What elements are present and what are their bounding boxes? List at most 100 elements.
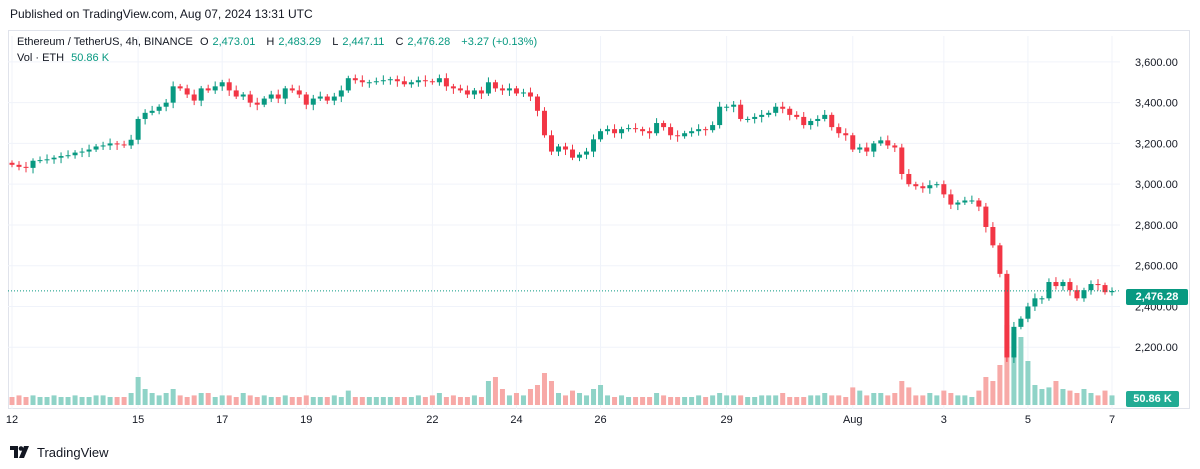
candle-body	[976, 200, 982, 207]
volume-legend: Vol · ETH 50.86 K	[17, 52, 113, 64]
candle-body	[310, 98, 316, 105]
candle-body	[612, 129, 618, 134]
volume-bar	[1004, 325, 1010, 405]
candle-body	[51, 157, 57, 160]
candle-body	[58, 156, 64, 158]
volume-bar	[282, 395, 288, 405]
volume-bar	[983, 377, 989, 405]
volume-bar	[829, 395, 835, 405]
volume-bar	[759, 395, 765, 405]
low-value: L 2,447.11	[332, 36, 385, 48]
volume-bar	[548, 381, 554, 405]
volume-bar	[478, 397, 484, 405]
volume-bar	[605, 395, 611, 405]
volume-bar	[240, 393, 246, 405]
volume-bar	[934, 395, 940, 405]
candle-body	[752, 116, 758, 119]
candle-body	[1081, 290, 1087, 299]
candle-body	[934, 184, 940, 186]
symbol-label[interactable]: Ethereum / TetherUS, 4h, BINANCE	[17, 36, 193, 48]
volume-bar	[513, 393, 519, 405]
candle-body	[1095, 284, 1101, 286]
volume-bar	[324, 397, 330, 405]
volume-bar	[415, 395, 421, 405]
candle-body	[107, 143, 113, 146]
volume-bar	[296, 397, 302, 405]
last-price-tag: 2,476.28	[1126, 289, 1188, 305]
candle-body	[352, 78, 358, 81]
candle-body	[885, 140, 891, 146]
candle-body	[1011, 326, 1017, 358]
candle-body	[16, 164, 22, 167]
volume-bar	[149, 393, 155, 405]
candle-body	[640, 129, 646, 132]
volume-bar	[100, 395, 106, 405]
volume-bar	[9, 397, 15, 405]
volume-bar	[878, 393, 884, 405]
volume-bar	[955, 395, 961, 405]
volume-bar	[345, 390, 351, 405]
volume-bar	[520, 395, 526, 405]
volume-bar	[1011, 333, 1017, 405]
candle-body	[79, 151, 85, 153]
close-value: C 2,476.28	[395, 36, 451, 48]
volume-label[interactable]: Vol · ETH	[17, 52, 65, 64]
volume-bar	[647, 397, 653, 405]
volume-bar	[135, 377, 141, 405]
volume-bar	[948, 393, 954, 405]
volume-bar	[1060, 389, 1066, 405]
volume-bar	[591, 389, 597, 405]
volume-bar	[1018, 337, 1024, 405]
volume-bar	[661, 395, 667, 405]
candle-body	[1025, 306, 1031, 319]
volume-bar	[1095, 395, 1101, 405]
volume-bar	[899, 381, 905, 405]
candle-body	[577, 154, 583, 158]
candle-body	[731, 104, 737, 107]
candle-body	[373, 81, 379, 83]
candle-body	[555, 146, 561, 152]
candle-body	[44, 159, 50, 161]
candle-body	[359, 80, 365, 83]
candle-body	[317, 96, 323, 99]
candle-body	[149, 110, 155, 113]
volume-bar	[822, 393, 828, 405]
candle-body	[969, 200, 975, 202]
candle-body	[759, 114, 765, 117]
candle-body	[661, 123, 667, 128]
candle-body	[142, 112, 148, 119]
volume-bar	[93, 395, 99, 405]
candle-body	[9, 162, 15, 165]
volume-bar	[555, 393, 561, 405]
candle-body	[275, 94, 281, 99]
volume-bar	[275, 397, 281, 405]
candle-body	[864, 147, 870, 152]
candle-body	[303, 94, 309, 105]
candle-body	[899, 147, 905, 174]
volume-bar	[1081, 389, 1087, 405]
y-tick-label: 3,600.00	[1135, 57, 1178, 69]
candle-body	[226, 82, 232, 91]
volume-bar	[58, 397, 64, 405]
candle-body	[135, 118, 141, 140]
candle-body	[331, 96, 337, 101]
volume-bar	[794, 397, 800, 405]
candle-body	[675, 135, 681, 137]
candle-body	[520, 92, 526, 94]
volume-bar	[303, 395, 309, 405]
x-tick-label: Aug	[843, 414, 863, 426]
footer: TradingView	[10, 442, 109, 462]
candle-body	[114, 143, 120, 145]
candle-body	[240, 94, 246, 97]
candle-body	[927, 185, 933, 189]
candle-body	[163, 102, 169, 107]
candle-body	[703, 129, 709, 131]
volume-bar	[184, 397, 190, 405]
volume-bar	[1025, 361, 1031, 405]
header-bar: Published on TradingView.com, Aug 07, 20…	[0, 0, 1200, 30]
volume-bar	[969, 397, 975, 405]
volume-bar	[689, 397, 695, 405]
candle-body	[1109, 290, 1115, 293]
volume-bar	[233, 397, 239, 405]
